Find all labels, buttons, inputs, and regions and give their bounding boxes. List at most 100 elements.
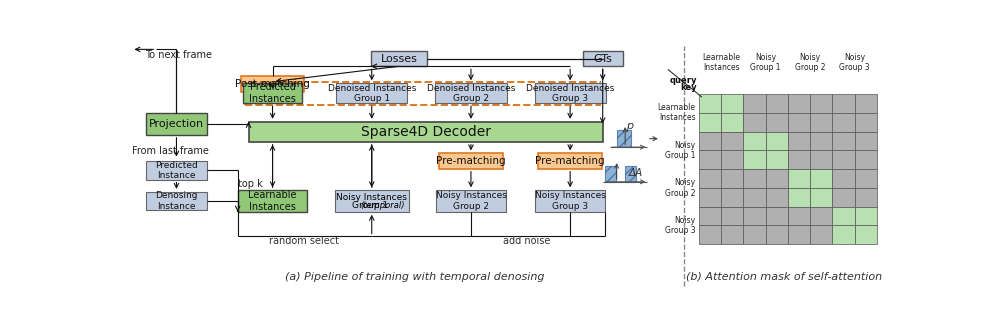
Text: Learnable
Instances: Learnable Instances bbox=[702, 53, 741, 72]
Bar bbox=[810, 150, 833, 169]
Bar bbox=[788, 132, 810, 150]
Text: Noisy
Group 3: Noisy Group 3 bbox=[840, 53, 870, 72]
Text: Denosing
Instance: Denosing Instance bbox=[155, 191, 198, 211]
Text: Pre-matching: Pre-matching bbox=[536, 156, 605, 166]
Bar bbox=[699, 94, 721, 113]
Bar bbox=[245, 82, 600, 105]
Bar bbox=[743, 113, 765, 132]
Text: Noisy Instances
Group 2: Noisy Instances Group 2 bbox=[436, 191, 507, 211]
Bar bbox=[582, 51, 623, 66]
Bar bbox=[699, 113, 721, 132]
Text: Group 1: Group 1 bbox=[352, 201, 391, 210]
Bar bbox=[743, 150, 765, 169]
Bar bbox=[854, 169, 877, 188]
Bar bbox=[147, 161, 207, 179]
Text: Learnable
Instances: Learnable Instances bbox=[248, 190, 297, 212]
Bar bbox=[605, 166, 616, 182]
Bar bbox=[699, 169, 721, 188]
Text: Predicted
Instances: Predicted Instances bbox=[249, 82, 296, 104]
Bar bbox=[743, 207, 765, 225]
Bar bbox=[854, 113, 877, 132]
Text: Sparse4D Decoder: Sparse4D Decoder bbox=[361, 125, 491, 139]
Bar bbox=[336, 83, 408, 103]
Text: key: key bbox=[681, 83, 697, 92]
Text: Noisy
Group 2: Noisy Group 2 bbox=[795, 53, 826, 72]
Text: random select: random select bbox=[268, 236, 339, 246]
Bar bbox=[810, 207, 833, 225]
Bar bbox=[788, 94, 810, 113]
Bar bbox=[335, 190, 409, 212]
Bar bbox=[810, 94, 833, 113]
Bar bbox=[539, 153, 602, 169]
Bar bbox=[721, 150, 743, 169]
Text: (a) Pipeline of training with temporal denosing: (a) Pipeline of training with temporal d… bbox=[285, 272, 544, 281]
Bar bbox=[854, 150, 877, 169]
Text: ΔA: ΔA bbox=[629, 168, 644, 177]
Bar bbox=[743, 188, 765, 207]
Bar bbox=[238, 190, 308, 212]
Bar bbox=[810, 188, 833, 207]
Bar bbox=[147, 192, 207, 210]
Bar bbox=[743, 94, 765, 113]
Bar bbox=[699, 225, 721, 244]
Text: Learnable
Instances: Learnable Instances bbox=[657, 103, 696, 122]
Bar bbox=[743, 225, 765, 244]
Bar bbox=[721, 169, 743, 188]
Bar bbox=[810, 169, 833, 188]
Bar bbox=[371, 51, 427, 66]
Text: Pre-matching: Pre-matching bbox=[437, 156, 506, 166]
Bar bbox=[147, 113, 207, 135]
Bar bbox=[854, 225, 877, 244]
Bar bbox=[241, 76, 304, 92]
Bar bbox=[788, 150, 810, 169]
Text: Noisy
Group 2: Noisy Group 2 bbox=[665, 178, 696, 197]
Bar bbox=[244, 83, 302, 103]
Bar bbox=[810, 113, 833, 132]
Bar bbox=[788, 169, 810, 188]
Bar bbox=[788, 113, 810, 132]
Bar bbox=[833, 225, 854, 244]
Bar bbox=[788, 207, 810, 225]
Bar bbox=[743, 169, 765, 188]
Bar bbox=[721, 225, 743, 244]
Text: query: query bbox=[670, 75, 697, 85]
Bar bbox=[625, 166, 636, 182]
Bar bbox=[765, 225, 788, 244]
Text: Denoised Instances
Group 2: Denoised Instances Group 2 bbox=[427, 84, 515, 103]
Bar bbox=[765, 113, 788, 132]
Bar bbox=[721, 207, 743, 225]
Bar bbox=[788, 188, 810, 207]
Bar bbox=[833, 132, 854, 150]
Bar bbox=[743, 132, 765, 150]
Bar bbox=[699, 207, 721, 225]
Bar bbox=[248, 122, 604, 142]
Bar bbox=[833, 169, 854, 188]
Text: Noisy
Group 3: Noisy Group 3 bbox=[665, 216, 696, 235]
Bar bbox=[436, 83, 507, 103]
Bar bbox=[765, 94, 788, 113]
Bar bbox=[699, 150, 721, 169]
Bar bbox=[854, 94, 877, 113]
Bar bbox=[536, 190, 605, 212]
Text: From last frame: From last frame bbox=[132, 146, 208, 156]
Bar bbox=[721, 188, 743, 207]
Text: Noisy
Group 1: Noisy Group 1 bbox=[750, 53, 781, 72]
Text: p: p bbox=[627, 121, 634, 131]
Bar bbox=[833, 207, 854, 225]
Text: To next frame: To next frame bbox=[146, 50, 213, 60]
Bar bbox=[721, 94, 743, 113]
Bar bbox=[833, 94, 854, 113]
Bar bbox=[618, 130, 632, 147]
Bar bbox=[436, 190, 506, 212]
Bar bbox=[833, 113, 854, 132]
Text: Predicted
Instance: Predicted Instance bbox=[155, 161, 198, 180]
Text: Noisy Instances: Noisy Instances bbox=[337, 193, 407, 202]
Bar bbox=[810, 132, 833, 150]
Bar bbox=[833, 150, 854, 169]
Text: Losses: Losses bbox=[380, 53, 418, 64]
Text: Noisy
Group 1: Noisy Group 1 bbox=[665, 141, 696, 160]
Bar bbox=[854, 188, 877, 207]
Bar bbox=[854, 207, 877, 225]
Text: add noise: add noise bbox=[503, 236, 550, 246]
Bar bbox=[854, 132, 877, 150]
